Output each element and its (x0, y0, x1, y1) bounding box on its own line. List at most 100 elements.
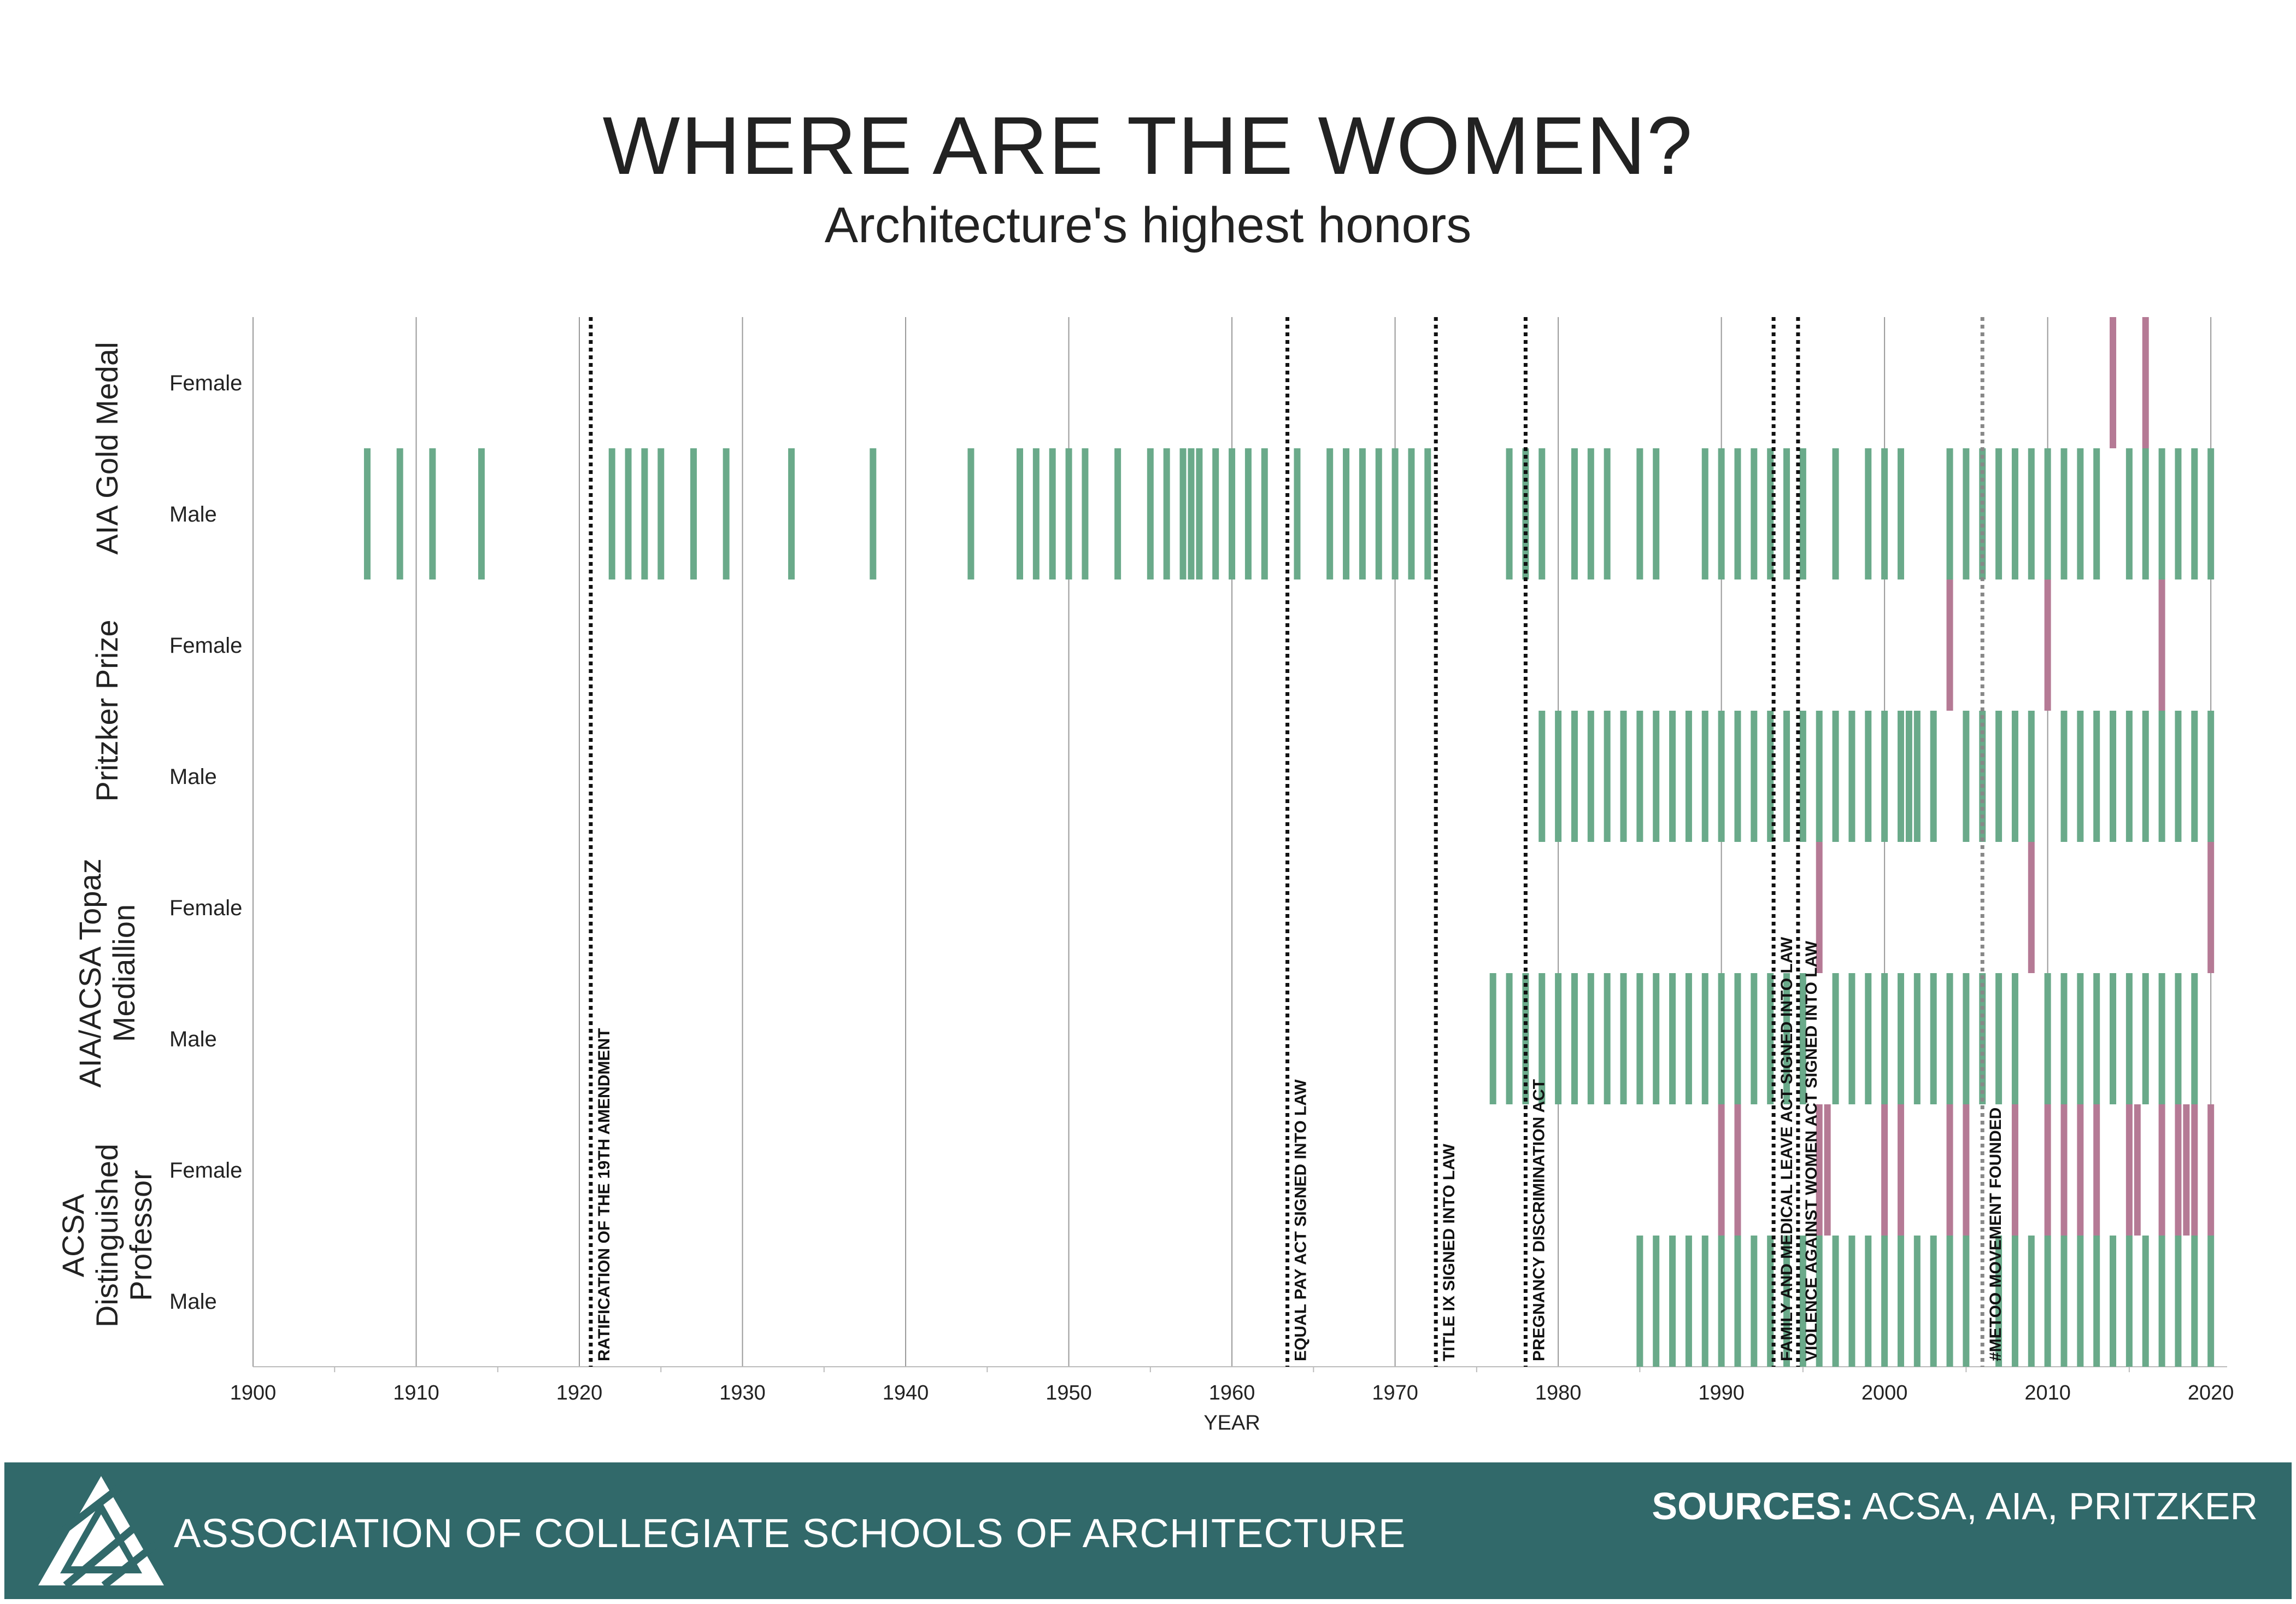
male-award-bar (1734, 448, 1741, 579)
male-award-bar (1636, 973, 1643, 1104)
female-award-bar (2077, 1104, 2084, 1236)
male-award-bar (1032, 448, 1040, 579)
male-award-bar (1506, 973, 1513, 1104)
male-award-bar (2060, 711, 2068, 842)
male-award-bar (1832, 711, 1839, 842)
male-award-bar (1848, 1236, 1855, 1367)
female-award-bar (1881, 1104, 1888, 1236)
group-label: Professor (124, 1170, 158, 1301)
female-award-bar (2134, 1104, 2141, 1236)
x-tick-label: 1930 (719, 1381, 766, 1404)
event-label: PREGNANCY DISCRIMINATION ACT (1530, 1079, 1548, 1361)
male-award-bar (2175, 1236, 2182, 1367)
male-award-bar (1718, 1236, 1725, 1367)
male-award-bar (2077, 973, 2084, 1104)
male-award-bar (2028, 448, 2035, 579)
female-award-bar (1963, 1104, 1970, 1236)
male-award-bar (1734, 711, 1741, 842)
male-award-bar (2207, 1236, 2215, 1367)
event-label: VIOLENCE AGAINST WOMEN ACT SIGNED INTO L… (1802, 940, 1821, 1361)
male-award-bar (1979, 448, 1986, 579)
male-award-bar (2191, 711, 2198, 842)
male-award-bar (2077, 448, 2084, 579)
male-award-bar (1881, 973, 1888, 1104)
male-award-bar (1963, 973, 1970, 1104)
x-tick-label: 1970 (1372, 1381, 1418, 1404)
male-award-bar (1930, 1236, 1937, 1367)
male-award-bar (429, 448, 436, 579)
footer-bar (4, 1462, 2292, 1599)
male-award-bar (1620, 711, 1627, 842)
male-award-bar (2191, 973, 2198, 1104)
female-award-bar (1946, 1104, 1953, 1236)
male-award-bar (1424, 448, 1431, 579)
male-award-bar (2142, 448, 2149, 579)
sources-label: SOURCES: (1652, 1485, 1854, 1527)
male-award-bar (1196, 448, 1203, 579)
row-label: Male (169, 765, 217, 789)
male-award-bar (1848, 711, 1855, 842)
male-award-bar (1017, 448, 1024, 579)
x-tick-label: 1920 (556, 1381, 603, 1404)
row-label: Male (169, 502, 217, 526)
female-award-bar (2207, 1104, 2215, 1236)
male-award-bar (1767, 448, 1774, 579)
male-award-bar (1294, 448, 1301, 579)
x-tick-label: 1960 (1209, 1381, 1255, 1404)
male-award-bar (1049, 448, 1056, 579)
male-award-bar (1946, 973, 1953, 1104)
male-award-bar (2191, 1236, 2198, 1367)
male-award-bar (1897, 711, 1904, 842)
male-award-bar (690, 448, 697, 579)
male-award-bar (2077, 1236, 2084, 1367)
female-award-bar (2191, 1104, 2198, 1236)
male-award-bar (788, 448, 795, 579)
female-award-bar (2142, 317, 2149, 448)
male-award-bar (2125, 973, 2133, 1104)
male-award-bar (1571, 448, 1578, 579)
male-award-bar (1848, 973, 1855, 1104)
female-award-bar (2093, 1104, 2100, 1236)
male-award-bar (1881, 448, 1888, 579)
group-label: AIA Gold Medal (90, 342, 124, 554)
male-award-bar (870, 448, 877, 579)
male-award-bar (2110, 1236, 2117, 1367)
male-award-bar (1816, 1236, 1823, 1367)
male-award-bar (1587, 973, 1594, 1104)
male-award-bar (2125, 448, 2133, 579)
female-award-bar (2060, 1104, 2068, 1236)
male-award-bar (1913, 711, 1921, 842)
male-award-bar (1261, 448, 1268, 579)
row-label: Female (169, 634, 242, 658)
male-award-bar (1636, 448, 1643, 579)
male-award-bar (1946, 1236, 1953, 1367)
male-award-bar (1718, 973, 1725, 1104)
male-award-bar (1212, 448, 1219, 579)
male-award-bar (1082, 448, 1089, 579)
female-award-bar (2158, 1104, 2165, 1236)
male-award-bar (1832, 1236, 1839, 1367)
male-award-bar (396, 448, 403, 579)
male-award-bar (2044, 973, 2051, 1104)
male-award-bar (1930, 711, 1937, 842)
x-tick-label: 1910 (393, 1381, 439, 1404)
male-award-bar (1179, 448, 1187, 579)
female-award-bar (2207, 842, 2215, 973)
male-award-bar (2158, 711, 2165, 842)
male-award-bar (2207, 711, 2215, 842)
male-award-bar (2011, 973, 2018, 1104)
male-award-bar (1147, 448, 1154, 579)
female-award-bar (2044, 579, 2051, 711)
male-award-bar (1734, 973, 1741, 1104)
male-award-bar (1539, 973, 1546, 1104)
event-label: FAMILY AND MEDICAL LEAVE ACT SIGNED INTO… (1778, 936, 1796, 1361)
group-label: Mediallion (107, 904, 141, 1042)
male-award-bar (1701, 448, 1708, 579)
female-award-bar (2183, 1104, 2190, 1236)
female-award-bar (2028, 842, 2035, 973)
male-award-bar (1163, 448, 1170, 579)
male-award-bar (1913, 1236, 1921, 1367)
footer-organization: ASSOCIATION OF COLLEGIATE SCHOOLS OF ARC… (174, 1511, 1406, 1556)
male-award-bar (2044, 448, 2051, 579)
male-award-bar (2142, 973, 2149, 1104)
